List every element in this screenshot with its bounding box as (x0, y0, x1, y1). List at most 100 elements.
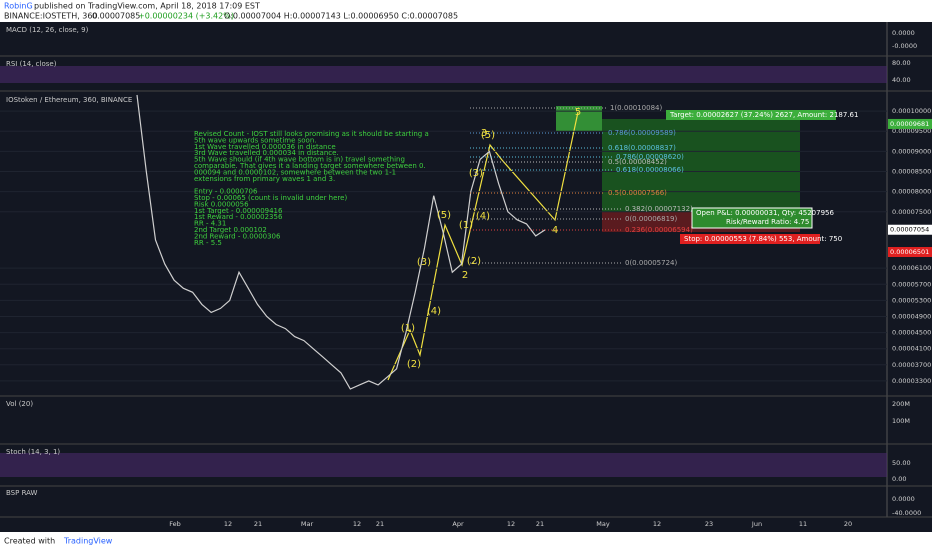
wave-path (387, 111, 579, 381)
wave-label: 2 (462, 270, 468, 281)
fib-label: 0.786(0.00009589) (608, 129, 676, 137)
footer-bg (0, 532, 932, 550)
rsi-band (0, 66, 887, 83)
open-label: Open P&L: 0.00000031, Qty: 45207956 (696, 209, 834, 217)
footer-brand: TradingView (63, 537, 113, 546)
price-marker-label: 0.00007054 (890, 226, 929, 234)
x-tick-label: 23 (705, 520, 713, 528)
annotation-line: comparable. That gives it a landing targ… (194, 162, 426, 170)
wave-label: 4 (552, 225, 558, 236)
price-marker-label: 0.00006501 (890, 248, 929, 256)
wave-label: (1) (401, 323, 415, 334)
fib-label: 0.236(0.00006594) (625, 226, 693, 234)
wave-label: (5) (437, 210, 451, 221)
target-label: Target: 0.00002627 (37.24%) 2627, Amount… (669, 111, 858, 119)
fib-label: 0.5(0.00008452) (608, 158, 667, 166)
y-tick-label: 0.00003700 (892, 361, 931, 369)
x-tick-label: 12 (653, 520, 661, 528)
header-bg (0, 0, 932, 22)
annotation-line: 2nd Target 0.000102 (194, 226, 267, 234)
annotation-line: 1st Reward - 0.00002356 (194, 213, 283, 221)
fib-label: 0.618(0.00008066) (616, 166, 684, 174)
x-tick-label: 21 (254, 520, 262, 528)
y-tick-label: 0.00004900 (892, 312, 931, 320)
x-tick-label: Mar (301, 520, 314, 528)
wave-label: (2) (407, 359, 421, 370)
annotation-line: 1st Wave travelled 0.000036 in distance (194, 143, 336, 151)
y-tick-label: 0.00005300 (892, 296, 931, 304)
sub-axis-label: -40.0000 (892, 509, 921, 517)
rr-label: Risk/Reward Ratio: 4.75 (726, 218, 809, 226)
profit-zone (602, 119, 800, 212)
wave-label: (5) (481, 130, 495, 141)
fib-label: 0.382(0.00007132) (625, 205, 693, 213)
y-tick-label: 0.00009000 (892, 147, 931, 155)
sub-axis-label: 50.00 (892, 459, 911, 467)
panel-label: Vol (20) (6, 400, 33, 408)
sub-axis-label: 40.00 (892, 76, 911, 84)
y-tick-label: 0.00005700 (892, 280, 931, 288)
annotation-line: 1st Target - 0.000009416 (194, 207, 283, 215)
x-tick-label: 12 (353, 520, 361, 528)
panel-label: RSI (14, close) (6, 60, 57, 68)
annotation-line: 5th Wave should (if 4th wave bottom is i… (194, 156, 405, 164)
stoch-band (0, 453, 887, 477)
sub-axis-label: 200M (892, 400, 910, 408)
open-box (691, 207, 813, 229)
x-tick-label: Jun (751, 520, 762, 528)
y-tick-label: 0.00004100 (892, 345, 931, 353)
annotation-line: Risk 0.0000056 (194, 200, 249, 208)
annotation-line: RR - 5.5 (194, 239, 222, 247)
x-tick-label: Apr (452, 520, 464, 528)
y-tick-label: 0.00010000 (892, 107, 931, 115)
footer-created: Created with (4, 537, 55, 546)
annotation-line: 000094 and 0.0000102, somewhere between … (194, 168, 396, 176)
price-marker (888, 224, 932, 235)
change: +0.00000234 (+3.42%) (138, 12, 234, 21)
wave-label: (2) (467, 256, 481, 267)
wave-label: 5 (575, 107, 581, 118)
symbol: BINANCE:IOSTETH, 360 (4, 12, 98, 21)
fib-label: 0.618(0.00008837) (608, 144, 676, 152)
author: RobinG (4, 2, 33, 11)
annotation-line: 2nd Reward - 0.0000306 (194, 232, 281, 240)
fib-label: 0(0.00005724) (625, 259, 677, 267)
target-zone (556, 106, 602, 131)
y-tick-label: 0.00008500 (892, 168, 931, 176)
annotation-line: extensions from primary waves 1 and 3. (194, 175, 335, 183)
wave-label: (1) (459, 220, 473, 231)
panel-label: BSP RAW (6, 489, 38, 497)
fib-label: 1(0.00010084) (610, 104, 662, 112)
y-tick-label: 0.00009500 (892, 127, 931, 135)
sub-axis-label: 0.00 (892, 475, 906, 483)
price-marker-label: 0.00009681 (890, 120, 929, 128)
annotation-line: RR - 4.31 (194, 220, 226, 228)
sub-axis-label: 0.0000 (892, 29, 915, 37)
sub-axis-label: 100M (892, 417, 910, 425)
fib-label: 0.786(0.00008620) (616, 153, 684, 161)
annotation-line: 3rd Wave travelled 0.000034 in distance. (194, 149, 339, 157)
stop-label: Stop: 0.00000553 (7.84%) 553, Amount: 75… (684, 235, 842, 243)
wave-label: (3) (469, 168, 483, 179)
chart-bg (0, 22, 932, 532)
x-tick-label: 20 (844, 520, 852, 528)
y-tick-label: 0.00003300 (892, 377, 931, 385)
sub-axis-label: 0.0000 (892, 495, 915, 503)
x-tick-label: 11 (799, 520, 807, 528)
price-marker (888, 118, 932, 129)
panel-separators (0, 55, 932, 518)
y-tick-label: 0.00006100 (892, 264, 931, 272)
wave-label: (4) (476, 211, 490, 222)
y-tick-label: 0.00008000 (892, 188, 931, 196)
annotation-line: 5th wave upwards sometime soon. (194, 136, 316, 144)
target-box (666, 110, 836, 120)
x-tick-label: Feb (169, 520, 181, 528)
x-tick-label: 21 (536, 520, 544, 528)
panel-label: IOStoken / Ethereum, 360, BINANCE (6, 96, 132, 104)
annotation-line: Entry - 0.0000706 (194, 188, 258, 196)
sub-axis-label: 80.00 (892, 59, 911, 67)
wave-label: (4) (427, 306, 441, 317)
sub-axis-label: -0.0000 (892, 42, 917, 50)
wave-label: (3) (417, 257, 431, 268)
